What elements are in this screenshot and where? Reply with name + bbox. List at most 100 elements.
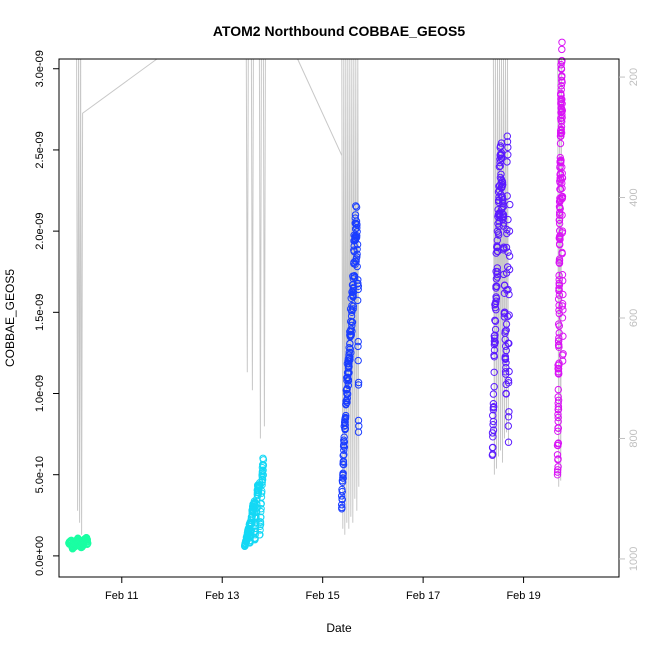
data-point xyxy=(346,333,354,341)
data-point xyxy=(340,446,348,454)
y-tick-label: 0.0e+00 xyxy=(34,536,46,576)
data-point xyxy=(491,325,500,334)
data-point xyxy=(354,276,362,284)
data-point xyxy=(558,314,567,322)
data-point xyxy=(339,461,348,469)
data-point xyxy=(68,544,77,553)
series-4 xyxy=(488,132,514,459)
data-point xyxy=(348,318,357,326)
data-point xyxy=(505,408,513,416)
data-point xyxy=(556,208,564,217)
data-point xyxy=(558,302,566,310)
data-point xyxy=(559,290,567,299)
data-point xyxy=(505,227,514,235)
data-point xyxy=(498,192,506,201)
data-point xyxy=(354,342,362,351)
data-point xyxy=(338,501,346,509)
pressure-trace-line xyxy=(258,58,262,439)
data-point xyxy=(350,259,358,268)
data-point xyxy=(504,422,512,430)
data-point xyxy=(492,275,501,283)
data-point xyxy=(77,543,86,551)
data-point xyxy=(338,505,346,513)
data-point xyxy=(506,200,514,209)
data-point xyxy=(353,245,361,254)
right-pressure-axis: 200 400 600 800 1000 xyxy=(619,68,640,571)
data-point xyxy=(257,513,265,521)
data-point xyxy=(491,317,500,325)
data-point xyxy=(355,422,363,430)
data-points-layer xyxy=(65,38,567,553)
data-point xyxy=(341,424,349,433)
data-point xyxy=(256,526,264,534)
data-point xyxy=(349,280,357,289)
data-point xyxy=(489,417,498,426)
data-point xyxy=(347,331,355,339)
data-point xyxy=(558,38,566,46)
data-point xyxy=(554,337,563,345)
data-point xyxy=(504,248,512,256)
data-point xyxy=(353,253,361,261)
data-point xyxy=(492,306,500,314)
data-point xyxy=(502,389,510,398)
data-point xyxy=(557,60,565,69)
data-point xyxy=(490,403,498,411)
data-point xyxy=(504,376,513,385)
data-point xyxy=(555,322,563,330)
data-point xyxy=(558,249,566,258)
data-point xyxy=(256,518,264,526)
data-point xyxy=(558,107,566,116)
data-point xyxy=(352,233,361,242)
x-tick-label: Feb 17 xyxy=(406,590,440,602)
data-point xyxy=(554,393,562,401)
data-point xyxy=(505,339,513,348)
data-point xyxy=(344,381,353,390)
data-point xyxy=(253,500,261,508)
data-point xyxy=(557,82,565,90)
data-point xyxy=(347,349,355,357)
data-point xyxy=(489,443,497,452)
data-point xyxy=(491,316,499,324)
data-point xyxy=(354,416,363,425)
data-point xyxy=(256,520,265,529)
data-point xyxy=(243,532,252,541)
data-point xyxy=(493,268,502,276)
right-tick-label: 400 xyxy=(628,188,640,206)
data-point xyxy=(558,118,566,126)
data-point xyxy=(557,130,565,138)
data-point xyxy=(559,332,567,340)
data-point xyxy=(558,300,567,308)
data-point xyxy=(354,337,362,346)
data-point xyxy=(354,381,363,389)
x-tick-label: Feb 19 xyxy=(506,590,540,602)
data-point xyxy=(556,211,564,219)
data-point xyxy=(340,443,349,451)
series-5 xyxy=(553,38,567,479)
data-point xyxy=(554,466,562,474)
data-point xyxy=(256,482,264,490)
data-point xyxy=(503,158,511,166)
y-tick-label: 5.0e-10 xyxy=(34,456,46,493)
data-point xyxy=(496,158,504,167)
pressure-trace-line xyxy=(78,58,82,523)
data-point xyxy=(558,271,567,279)
data-point xyxy=(241,542,249,550)
data-point xyxy=(492,294,501,303)
data-point xyxy=(489,426,498,434)
data-point xyxy=(555,284,563,293)
data-point xyxy=(502,346,510,355)
data-point xyxy=(504,151,512,159)
data-point xyxy=(339,474,347,482)
data-point xyxy=(502,243,511,252)
data-point xyxy=(339,471,347,480)
data-point xyxy=(343,394,351,402)
data-point xyxy=(501,327,509,335)
data-point xyxy=(555,341,563,349)
data-point xyxy=(352,202,360,210)
data-point xyxy=(502,359,510,367)
data-point xyxy=(495,186,504,195)
data-point xyxy=(503,192,511,200)
data-point xyxy=(353,250,361,258)
right-tick-label: 800 xyxy=(628,429,640,447)
